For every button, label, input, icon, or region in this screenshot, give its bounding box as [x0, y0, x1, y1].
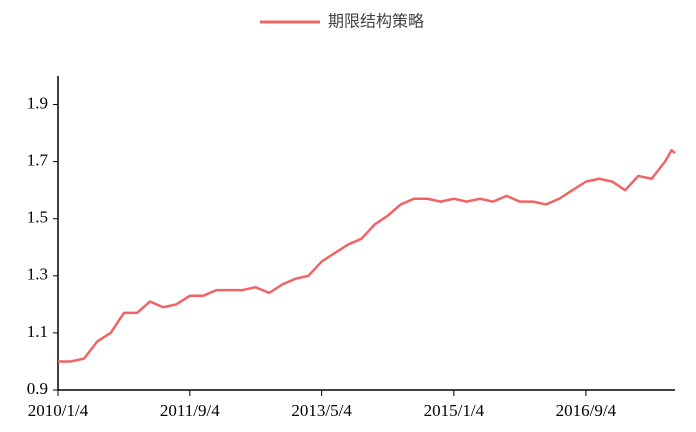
y-tick-label: 1.7 [27, 151, 49, 170]
y-tick-label: 1.5 [27, 208, 48, 227]
x-tick-label: 2013/5/4 [291, 401, 352, 420]
legend-label: 期限结构策略 [328, 12, 424, 31]
x-tick-label: 2011/9/4 [160, 401, 220, 420]
y-tick-label: 0.9 [27, 379, 48, 398]
x-tick-label: 2015/1/4 [424, 401, 485, 420]
y-tick-label: 1.1 [27, 322, 48, 341]
x-tick-label: 2016/9/4 [556, 401, 617, 420]
y-tick-label: 1.3 [27, 265, 48, 284]
y-tick-label: 1.9 [27, 93, 48, 112]
data-line [58, 148, 676, 363]
x-tick-label: 2010/1/4 [28, 401, 89, 420]
